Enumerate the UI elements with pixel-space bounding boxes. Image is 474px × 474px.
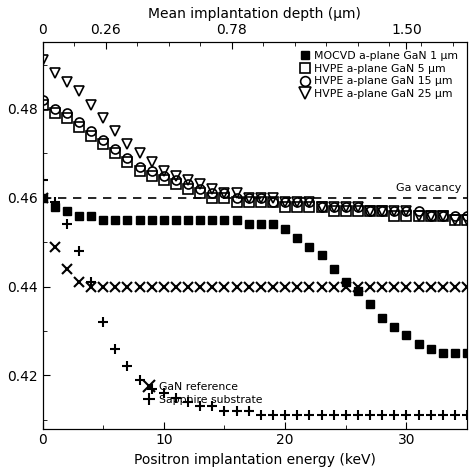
Legend: GaN reference, Sapphire substrate: GaN reference, Sapphire substrate [141,379,265,408]
X-axis label: Positron implantation energy (keV): Positron implantation energy (keV) [134,453,376,467]
Text: Ga vacancy: Ga vacancy [396,183,461,193]
X-axis label: Mean implantation depth (μm): Mean implantation depth (μm) [148,7,361,21]
